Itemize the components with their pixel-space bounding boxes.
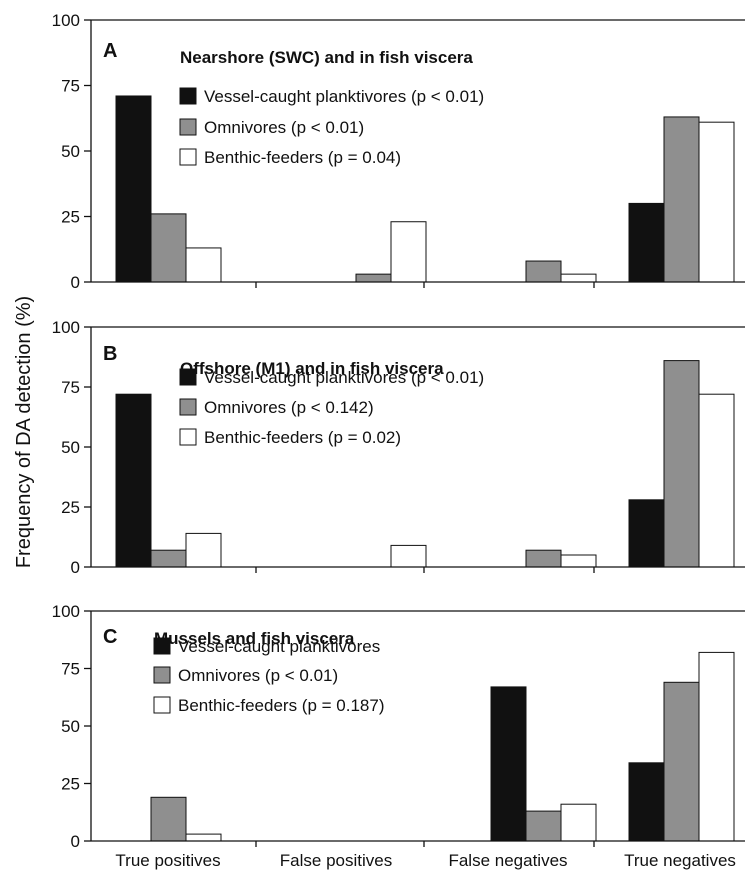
panel-title: Offshore (M1) and in fish viscera — [180, 359, 444, 378]
bar-panel-a-vessel-caught-planktivores-0 — [115, 95, 152, 283]
bar-panel-a-benthic-feeders-3 — [698, 121, 735, 283]
bar-panel-b-benthic-feeders-3 — [698, 393, 735, 568]
bar-panel-c-omnivores-2 — [525, 810, 562, 842]
bar-panel-b-benthic-feeders-2 — [560, 554, 597, 568]
legend-entry: Omnivores (p < 0.01) — [178, 666, 338, 685]
panel-title: Mussels and fish viscera — [154, 629, 355, 648]
bar-panel-c-omnivores-0 — [150, 796, 187, 842]
legend-entry: Benthic-feeders (p = 0.04) — [204, 148, 401, 167]
y-tick-label: 100 — [52, 11, 80, 30]
panel-title: Nearshore (SWC) and in fish viscera — [180, 48, 473, 67]
y-axis-label: Frequency of DA detection (%) — [13, 296, 35, 568]
bar-panel-a-omnivores-0 — [150, 213, 187, 283]
bar-panel-b-vessel-caught-planktivores-3 — [628, 499, 665, 568]
x-category-label: True negatives — [624, 851, 736, 870]
y-tick-label: 50 — [61, 142, 80, 161]
panel-letter: A — [103, 40, 117, 62]
legend-swatch — [153, 696, 171, 714]
bar-panel-a-benthic-feeders-1 — [390, 221, 427, 283]
bar-panel-a-omnivores-3 — [663, 116, 700, 283]
bar-panel-c-benthic-feeders-0 — [185, 833, 222, 842]
y-tick-label: 50 — [61, 717, 80, 736]
panel-letter: C — [103, 626, 117, 648]
x-category-label: False positives — [280, 851, 392, 870]
x-category-label: True positives — [115, 851, 220, 870]
bar-panel-a-omnivores-1 — [355, 273, 392, 283]
legend-swatch — [179, 87, 197, 105]
legend-entry: Vessel-caught planktivores (p < 0.01) — [204, 368, 484, 387]
bar-panel-c-vessel-caught-planktivores-2 — [490, 686, 527, 842]
bar-panel-a-benthic-feeders-0 — [185, 247, 222, 283]
y-tick-label: 25 — [61, 208, 80, 227]
y-tick-label: 25 — [61, 498, 80, 517]
y-tick-label: 0 — [71, 273, 80, 292]
legend-swatch — [179, 118, 197, 136]
y-tick-label: 50 — [61, 438, 80, 457]
legend-swatch — [179, 398, 197, 416]
y-tick-label: 75 — [61, 77, 80, 96]
y-tick-label: 25 — [61, 775, 80, 794]
legend-swatch — [179, 148, 197, 166]
bar-panel-a-benthic-feeders-2 — [560, 273, 597, 283]
bar-panel-c-benthic-feeders-2 — [560, 803, 597, 842]
bar-panel-a-omnivores-2 — [525, 260, 562, 283]
bar-panel-a-vessel-caught-planktivores-3 — [628, 202, 665, 283]
y-tick-label: 75 — [61, 378, 80, 397]
bar-panel-b-benthic-feeders-1 — [390, 544, 427, 568]
y-tick-label: 75 — [61, 660, 80, 679]
legend-swatch — [153, 666, 171, 684]
legend-entry: Benthic-feeders (p = 0.02) — [204, 428, 401, 447]
bar-panel-b-omnivores-3 — [663, 360, 700, 568]
legend-entry: Vessel-caught planktivores (p < 0.01) — [204, 87, 484, 106]
bar-panel-c-omnivores-3 — [663, 681, 700, 842]
y-tick-label: 100 — [52, 602, 80, 621]
legend-entry: Vessel-caught planktivores — [178, 637, 380, 656]
legend-entry: Benthic-feeders (p = 0.187) — [178, 696, 384, 715]
legend-swatch — [179, 428, 197, 446]
bar-panel-b-vessel-caught-planktivores-0 — [115, 393, 152, 568]
y-tick-label: 100 — [52, 318, 80, 337]
bar-panel-b-omnivores-0 — [150, 549, 187, 568]
legend-swatch — [179, 368, 197, 386]
y-tick-label: 0 — [71, 558, 80, 577]
bar-panel-c-benthic-feeders-3 — [698, 651, 735, 842]
x-category-label: False negatives — [448, 851, 567, 870]
bar-panel-c-vessel-caught-planktivores-3 — [628, 762, 665, 842]
y-tick-label: 0 — [71, 832, 80, 851]
legend-swatch — [153, 637, 171, 655]
bar-panel-b-benthic-feeders-0 — [185, 532, 222, 568]
legend-entry: Omnivores (p < 0.01) — [204, 118, 364, 137]
panel-letter: B — [103, 343, 117, 365]
bar-panel-b-omnivores-2 — [525, 549, 562, 568]
legend-entry: Omnivores (p < 0.142) — [204, 398, 374, 417]
